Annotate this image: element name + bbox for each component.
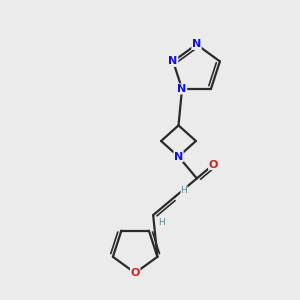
Text: N: N	[169, 56, 178, 66]
Text: O: O	[209, 160, 218, 170]
Text: N: N	[174, 152, 183, 162]
Text: H: H	[181, 186, 188, 195]
Text: N: N	[192, 39, 201, 50]
Text: N: N	[177, 84, 187, 94]
Text: H: H	[158, 218, 165, 227]
Text: O: O	[130, 268, 140, 278]
